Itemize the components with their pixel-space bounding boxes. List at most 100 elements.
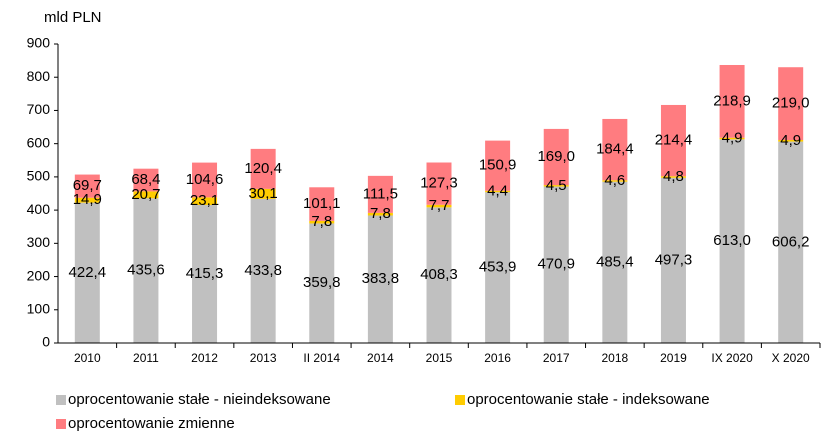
bar-segment: [778, 67, 804, 140]
value-label: 150,9: [479, 157, 517, 174]
x-tick-label: 2012: [191, 351, 218, 365]
bar-segment: [660, 176, 686, 178]
value-label: 485,4: [596, 253, 634, 270]
legend-swatch: [56, 419, 66, 429]
bar-segment: [660, 104, 686, 177]
value-label: 4,9: [722, 130, 743, 147]
x-tick-label: 2013: [250, 351, 277, 365]
bar-segment: [660, 177, 686, 343]
value-label: 219,0: [772, 95, 810, 112]
x-tick-label: 2019: [660, 351, 687, 365]
value-label: 7,8: [311, 213, 332, 230]
legend-swatch: [455, 395, 465, 405]
value-label: 415,3: [186, 265, 224, 282]
bar-segment: [485, 192, 511, 343]
y-tick-label: 800: [27, 68, 51, 84]
bar-segment: [543, 186, 569, 343]
bar-segment: [74, 197, 100, 203]
bar-segment: [192, 197, 218, 206]
value-label: 214,4: [655, 132, 693, 149]
bar-segment: [192, 205, 218, 343]
x-tick-label: 2017: [543, 351, 570, 365]
value-label: 104,6: [186, 171, 224, 188]
bar-segment: [367, 175, 393, 213]
legend-label: oprocentowanie stałe - nieindeksowane: [68, 391, 331, 408]
bar-segment: [602, 118, 628, 181]
bar-segment: [485, 190, 511, 193]
y-tick-label: 100: [27, 300, 51, 316]
value-label: 359,8: [303, 274, 341, 291]
x-tick-label: X 2020: [772, 351, 810, 365]
bar-segment: [426, 204, 452, 208]
value-label: 7,8: [370, 205, 391, 222]
legend-label: oprocentowanie stałe - indeksowane: [467, 391, 710, 408]
bar-segment: [192, 162, 218, 198]
value-label: 127,3: [420, 175, 458, 192]
bar-segment: [426, 207, 452, 343]
bar-segment: [367, 215, 393, 343]
value-label: 422,4: [69, 264, 107, 281]
value-label: 218,9: [713, 92, 751, 109]
value-label: 4,8: [663, 168, 684, 185]
value-label: 4,9: [780, 132, 801, 149]
value-label: 408,3: [420, 266, 458, 283]
y-tick-label: 600: [27, 134, 51, 150]
bar-segment: [719, 139, 745, 343]
x-tick-label: 2016: [484, 351, 511, 365]
value-label: 4,6: [604, 172, 625, 189]
bar-segment: [133, 198, 159, 343]
legend-label: oprocentowanie zmienne: [68, 415, 235, 432]
x-tick-label: 2011: [133, 351, 159, 365]
bar-segment: [543, 185, 569, 187]
legend-swatch: [56, 395, 66, 405]
bar-segment: [602, 180, 628, 182]
value-label: 184,4: [596, 141, 634, 158]
y-tick-label: 500: [27, 168, 51, 184]
bar-segment: [250, 198, 276, 343]
bar-segment: [74, 202, 100, 343]
value-label: 169,0: [537, 148, 575, 165]
value-label: 497,3: [655, 251, 693, 268]
bar-segment: [719, 137, 745, 140]
x-tick-label: 2018: [601, 351, 628, 365]
value-label: 23,1: [190, 192, 219, 209]
bar-segment: [367, 212, 393, 216]
x-tick-label: II 2014: [303, 351, 340, 365]
bar-segment: [602, 181, 628, 343]
bar-segment: [778, 139, 804, 142]
y-tick-label: 700: [27, 101, 51, 117]
value-label: 470,9: [537, 256, 575, 273]
value-label: 20,7: [131, 186, 160, 203]
value-label: 30,1: [249, 185, 278, 202]
x-tick-label: IX 2020: [711, 351, 753, 365]
x-tick-label: 2010: [74, 351, 101, 365]
bar-segment: [309, 223, 335, 343]
value-label: 101,1: [303, 195, 341, 212]
y-tick-label: 200: [27, 267, 51, 283]
value-label: 120,4: [244, 160, 282, 177]
value-label: 383,8: [362, 270, 400, 287]
x-tick-label: 2014: [367, 351, 394, 365]
value-label: 606,2: [772, 233, 810, 250]
value-label: 613,0: [713, 232, 751, 249]
value-label: 7,7: [429, 197, 450, 214]
value-label: 4,4: [487, 182, 508, 199]
value-label: 453,9: [479, 259, 517, 276]
bar-segment: [778, 141, 804, 343]
bar-segment: [543, 128, 569, 186]
y-axis-label: mld PLN: [44, 9, 102, 26]
bar-segment: [133, 168, 159, 192]
bar-segment: [133, 191, 159, 199]
bar-segment: [74, 174, 100, 198]
bar-segment: [309, 220, 335, 224]
x-tick-label: 2015: [426, 351, 453, 365]
value-label: 69,7: [73, 177, 102, 194]
value-label: 68,4: [131, 171, 160, 188]
bar-segment: [485, 140, 511, 191]
value-label: 435,6: [127, 262, 165, 279]
bar-segment: [426, 162, 452, 205]
bar-segment: [719, 64, 745, 138]
value-label: 4,5: [546, 177, 567, 194]
value-label: 111,5: [363, 185, 398, 202]
